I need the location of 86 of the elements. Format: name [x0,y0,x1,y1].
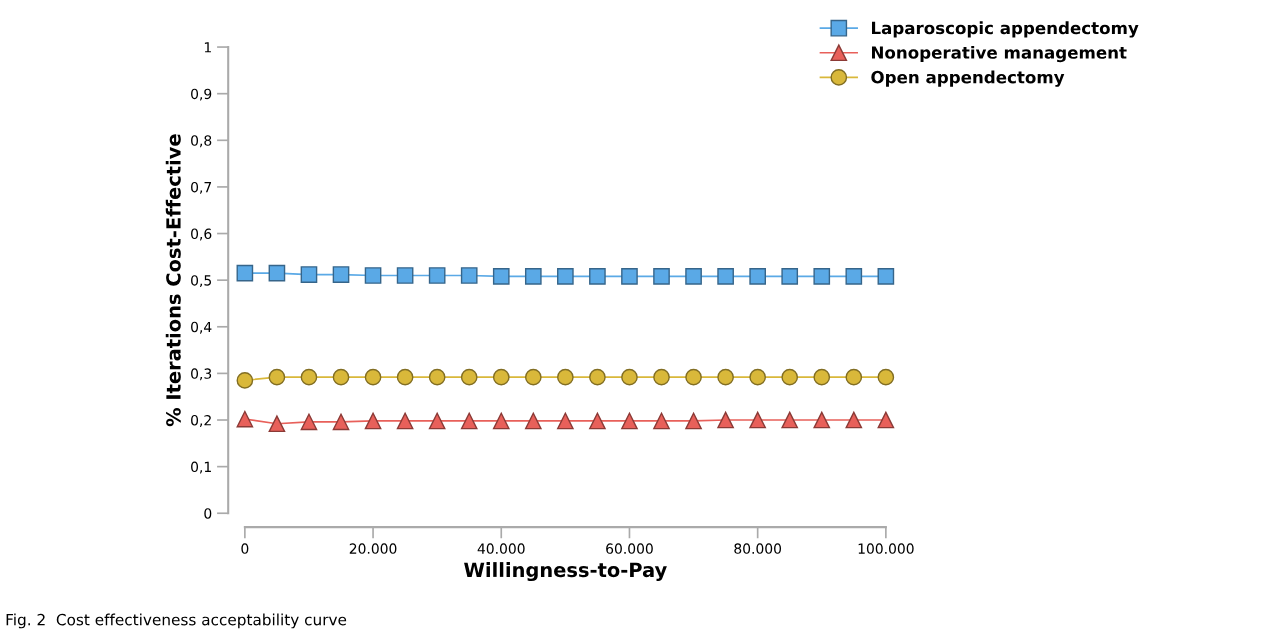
point [364,412,382,430]
legend-label: Laparoscopic appendectomy [872,21,1139,38]
point [300,368,318,386]
legend-label: Open appendectomy [871,70,1065,87]
point [396,267,414,284]
point [557,268,574,285]
x-tick-label: 40.000 [477,543,525,554]
caption: Fig. 2 Cost effectiveness acceptability curve [6,613,347,629]
point [332,266,350,283]
point [236,372,254,389]
x-tick-label: 80.000 [734,543,782,554]
point [685,368,702,386]
y-tick-label: 0,1 [191,461,211,474]
point [236,410,254,428]
y-tick-label: 0,7 [191,181,212,194]
point [428,412,446,430]
point [589,368,606,386]
point [332,368,350,386]
point [813,368,831,386]
point [236,264,254,282]
x-tick-label: 20.000 [349,543,397,554]
point [877,368,895,386]
point [492,368,510,386]
point [589,412,606,430]
y-axis-title: % Iterations Cost-Effective [165,134,181,427]
point [621,412,638,430]
point [845,411,863,429]
point [685,412,702,430]
legend-label: Nonoperative management [872,45,1127,63]
y-tick-label: 0,8 [191,135,212,148]
point [845,268,863,285]
x-tick-label: 0 [241,543,249,554]
point [877,411,895,429]
point [268,415,286,433]
point [685,268,702,285]
point [621,368,638,386]
point [460,368,478,386]
point [717,368,734,386]
point [621,268,638,285]
point [300,266,318,283]
y-tick-label: 0,9 [191,88,212,101]
point [396,412,414,430]
point [492,412,510,430]
point [749,368,766,386]
point [492,268,510,285]
point [653,412,670,430]
point [300,413,318,431]
point [428,267,446,284]
y-tick-label: 0,2 [191,414,211,427]
point [781,411,799,429]
point [749,411,766,429]
y-tick-label: 0,4 [191,321,212,334]
point [653,368,670,386]
point [524,368,542,386]
x-axis-title: Willingness-to-Pay [464,562,667,582]
y-tick-label: 0 [204,508,212,519]
y-tick-label: 0,6 [191,228,212,241]
point [781,368,799,386]
point [268,368,286,386]
point [653,268,670,285]
point [589,268,606,285]
point [781,268,799,285]
point [364,267,382,284]
point [557,368,574,386]
x-tick-label: 60.000 [606,543,653,554]
x-tick-label: 100.000 [858,543,914,554]
point [877,268,895,285]
point [524,412,542,430]
y-tick-label: 1 [204,42,211,53]
point [717,268,734,285]
point [460,267,478,284]
y-tick-label: 0,5 [191,275,212,288]
point [717,411,734,429]
point [364,368,382,386]
point [460,412,478,430]
point [428,368,446,386]
point [813,268,831,285]
point [332,413,350,431]
point [396,368,414,386]
point [813,411,831,429]
y-tick-label: 0,3 [191,368,212,381]
point [268,264,286,282]
point [749,268,766,285]
point [845,368,863,386]
point [557,412,574,430]
point [524,268,542,285]
